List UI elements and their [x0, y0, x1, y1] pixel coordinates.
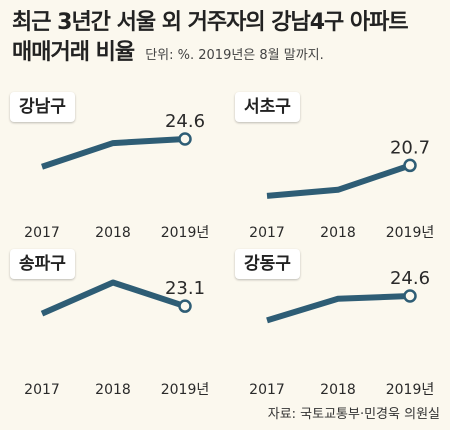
value-label: 24.6: [390, 268, 430, 289]
series-line: [266, 162, 411, 199]
x-tick-label: 2019년: [161, 382, 210, 398]
district-label-gangnam: 강남구: [10, 92, 75, 122]
district-label-seocho: 서초구: [235, 92, 300, 122]
chart-title-continued: 매매거래 비율: [12, 40, 135, 65]
chart-seocho: 20.7 2017 2018 2019년: [249, 137, 435, 241]
x-tick-label: 2019년: [386, 382, 435, 398]
title-block: 최근 3년간 서울 외 거주자의 강남4구 아파트 매매거래 비율 단위: %.…: [12, 8, 442, 71]
end-point-marker: [403, 289, 417, 303]
source-note: 자료: 국토교통부·민경욱 의원실: [267, 407, 440, 422]
x-tick-label: 2017: [249, 225, 285, 241]
chart-gangnam: 24.6 2017 2018 2019년: [24, 111, 210, 241]
series-line: [40, 279, 186, 317]
x-tick-label: 2018: [95, 382, 131, 398]
panel-gangnam: 24.6 2017 2018 2019년 강남구: [10, 92, 235, 252]
x-tick-label: 2017: [24, 382, 60, 398]
panel-gangdong: 24.6 2017 2018 2019년 강동구: [235, 249, 450, 409]
x-tick-label: 2018: [320, 382, 356, 398]
end-point-marker: [178, 132, 192, 146]
panel-songpa: 23.1 2017 2018 2019년 송파구: [10, 249, 235, 409]
chart-title-line2: 매매거래 비율 단위: %. 2019년은 8월 말까지.: [12, 38, 442, 71]
chart-songpa: 23.1 2017 2018 2019년: [24, 278, 210, 398]
value-label: 23.1: [165, 278, 205, 299]
x-tick-label: 2018: [320, 225, 356, 241]
end-point-marker: [403, 158, 417, 173]
x-tick-label: 2019년: [386, 225, 435, 241]
district-label-gangdong: 강동구: [235, 249, 300, 279]
series-line: [41, 136, 186, 170]
end-point-marker: [178, 299, 192, 313]
x-tick-label: 2017: [24, 225, 60, 241]
panel-seocho: 20.7 2017 2018 2019년 서초구: [235, 92, 450, 252]
x-tick-label: 2018: [95, 225, 131, 241]
x-tick-label: 2019년: [161, 225, 210, 241]
series-line: [266, 293, 411, 324]
x-tick-label: 2017: [249, 382, 285, 398]
value-label: 20.7: [390, 137, 430, 158]
chart-title: 최근 3년간 서울 외 거주자의 강남4구 아파트: [12, 10, 409, 35]
value-label: 24.6: [165, 111, 205, 132]
unit-note: 단위: %. 2019년은 8월 말까지.: [145, 48, 324, 63]
district-label-songpa: 송파구: [10, 249, 75, 279]
chart-gangdong: 24.6 2017 2018 2019년: [249, 268, 435, 398]
